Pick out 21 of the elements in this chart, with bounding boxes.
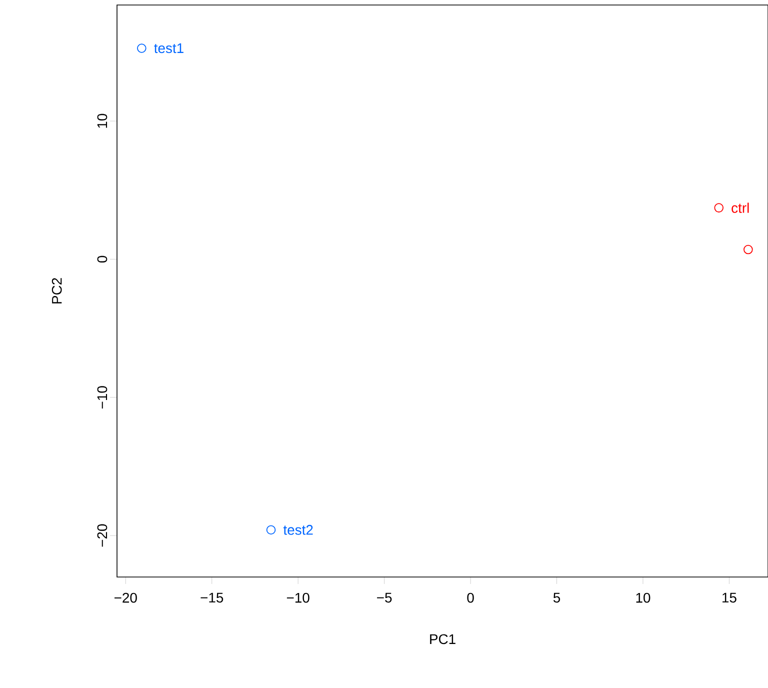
x-tick-label: 15 <box>722 592 736 603</box>
series-label: ctrl <box>732 202 749 213</box>
x-tick-label: −5 <box>377 592 392 603</box>
x-tick-label: 5 <box>553 592 560 603</box>
point <box>137 44 146 53</box>
point <box>266 525 276 535</box>
point <box>714 203 724 212</box>
series-label: test1 <box>154 43 184 54</box>
x-tick-label: 0 <box>467 592 474 603</box>
y-tick-label: 0 <box>97 256 108 263</box>
x-axis-title: PC1 <box>430 634 456 644</box>
y-axis-title: PC2 <box>52 278 62 304</box>
x-tick-label: −10 <box>286 592 310 603</box>
y-tick-label: 10 <box>97 114 108 128</box>
x-tick-label: −15 <box>200 592 224 603</box>
y-tick-label: −20 <box>97 524 108 547</box>
point <box>744 244 753 254</box>
x-tick-label: −20 <box>114 592 137 603</box>
series-label: test2 <box>283 524 313 535</box>
x-tick-label: 10 <box>636 592 650 603</box>
y-tick-label: −10 <box>97 386 108 409</box>
